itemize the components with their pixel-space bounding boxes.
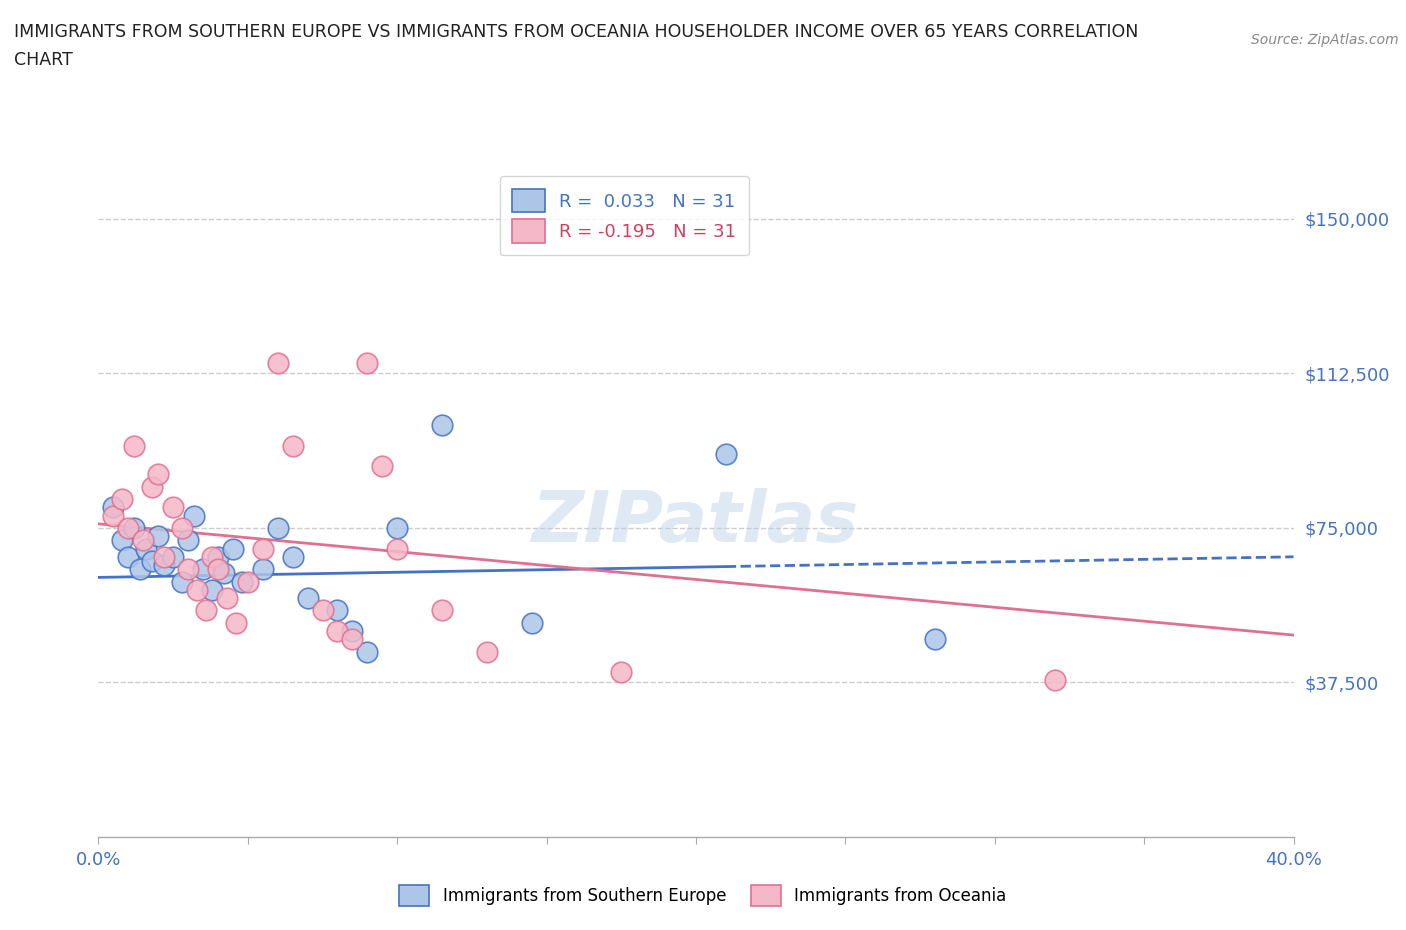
Point	[117, 521, 139, 536]
Point	[135, 541, 157, 556]
Point	[186, 582, 208, 597]
Point	[212, 565, 235, 580]
Point	[124, 521, 146, 536]
Point	[148, 467, 170, 482]
Point	[153, 558, 176, 573]
Point	[124, 438, 146, 453]
Point	[924, 631, 946, 646]
Point	[475, 644, 498, 659]
Text: ZIPatlas: ZIPatlas	[533, 488, 859, 557]
Point	[430, 603, 453, 618]
Point	[215, 591, 238, 605]
Point	[162, 550, 184, 565]
Point	[148, 529, 170, 544]
Point	[252, 562, 274, 577]
Legend: R =  0.033   N = 31, R = -0.195   N = 31: R = 0.033 N = 31, R = -0.195 N = 31	[499, 177, 749, 256]
Point	[177, 562, 200, 577]
Point	[342, 623, 364, 638]
Point	[183, 508, 205, 523]
Point	[162, 500, 184, 515]
Point	[385, 521, 409, 536]
Point	[117, 550, 139, 565]
Point	[103, 508, 125, 523]
Point	[231, 574, 253, 589]
Point	[191, 562, 214, 577]
Point	[385, 541, 409, 556]
Point	[103, 500, 125, 515]
Text: Source: ZipAtlas.com: Source: ZipAtlas.com	[1251, 33, 1399, 46]
Point	[207, 550, 229, 565]
Legend: Immigrants from Southern Europe, Immigrants from Oceania: Immigrants from Southern Europe, Immigra…	[392, 879, 1014, 912]
Point	[342, 631, 364, 646]
Point	[222, 541, 245, 556]
Point	[225, 616, 247, 631]
Point	[311, 603, 333, 618]
Point	[714, 446, 737, 461]
Point	[236, 574, 259, 589]
Point	[195, 603, 218, 618]
Point	[267, 521, 290, 536]
Point	[356, 355, 378, 370]
Point	[610, 665, 633, 680]
Point	[297, 591, 319, 605]
Text: CHART: CHART	[14, 51, 73, 69]
Point	[207, 562, 229, 577]
Point	[430, 418, 453, 432]
Point	[281, 550, 304, 565]
Point	[177, 533, 200, 548]
Point	[141, 479, 163, 494]
Point	[371, 458, 394, 473]
Point	[132, 533, 155, 548]
Point	[141, 553, 163, 568]
Point	[111, 533, 134, 548]
Point	[201, 582, 224, 597]
Point	[267, 355, 290, 370]
Point	[281, 438, 304, 453]
Point	[520, 616, 543, 631]
Text: IMMIGRANTS FROM SOUTHERN EUROPE VS IMMIGRANTS FROM OCEANIA HOUSEHOLDER INCOME OV: IMMIGRANTS FROM SOUTHERN EUROPE VS IMMIG…	[14, 23, 1139, 41]
Point	[172, 574, 194, 589]
Point	[326, 603, 349, 618]
Point	[172, 521, 194, 536]
Point	[129, 562, 152, 577]
Point	[153, 550, 176, 565]
Point	[111, 492, 134, 507]
Point	[201, 550, 224, 565]
Point	[326, 623, 349, 638]
Point	[252, 541, 274, 556]
Point	[356, 644, 378, 659]
Point	[1043, 673, 1066, 688]
